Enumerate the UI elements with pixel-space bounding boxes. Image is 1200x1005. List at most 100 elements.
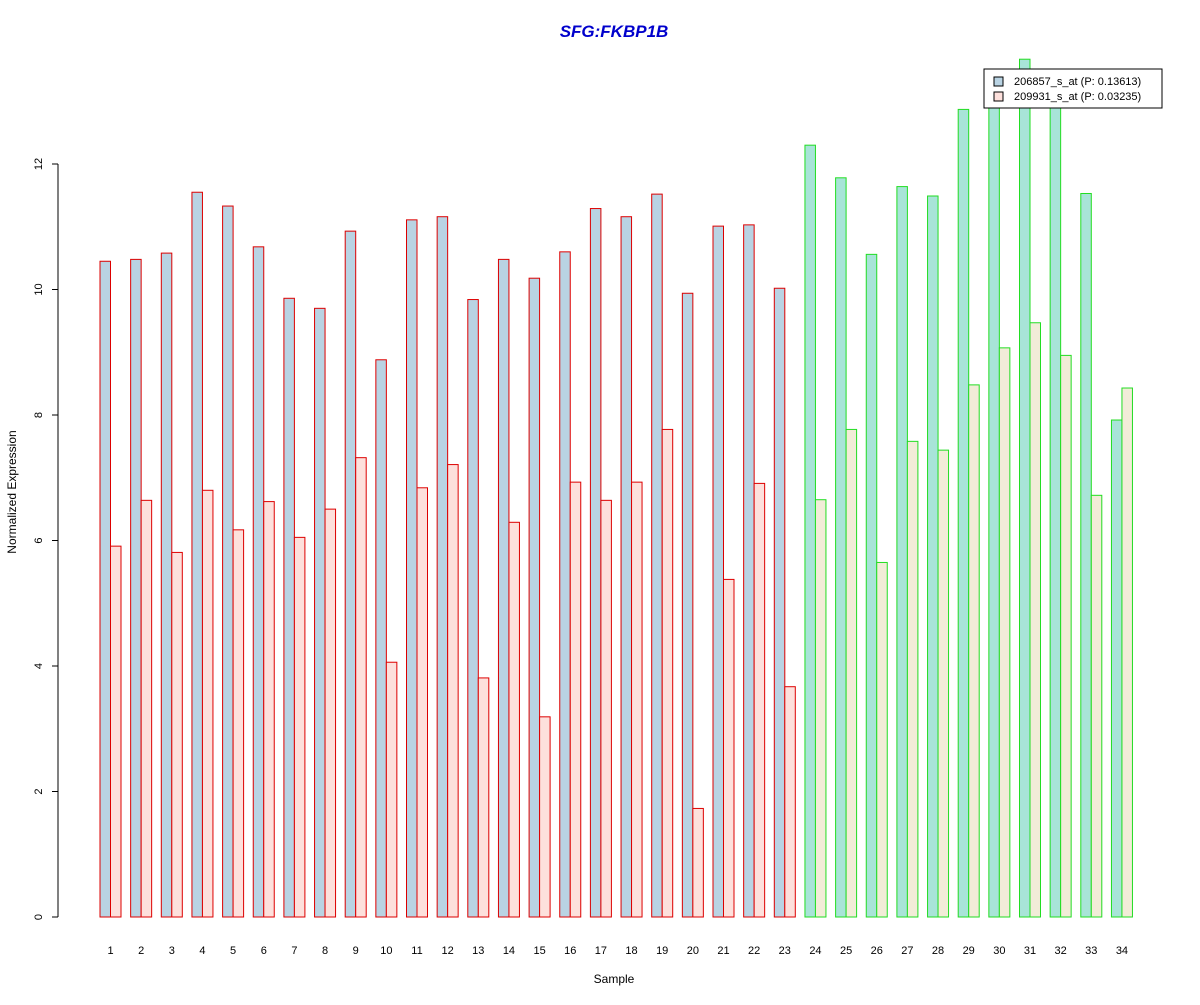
legend-box bbox=[983, 68, 1163, 109]
bar-series-2 bbox=[539, 716, 551, 918]
x-tick-label: 29 bbox=[963, 945, 975, 957]
x-tick-label: 13 bbox=[472, 945, 484, 957]
x-tick-label: 2 bbox=[138, 945, 144, 957]
bar-series-1 bbox=[804, 144, 816, 918]
bar-series-2 bbox=[110, 545, 122, 918]
legend: 206857_s_at (P: 0.13613) 209931_s_at (P:… bbox=[983, 68, 1163, 109]
bar-series-1 bbox=[1019, 58, 1031, 918]
bar-series-1 bbox=[160, 252, 173, 918]
x-tick-label: 34 bbox=[1116, 945, 1128, 957]
bar-series-1 bbox=[222, 205, 234, 918]
x-tick-label: 10 bbox=[380, 945, 392, 957]
bar-series-2 bbox=[355, 457, 367, 918]
chart-title: SFG:FKBP1B bbox=[560, 22, 669, 41]
x-tick-label: 11 bbox=[411, 945, 422, 957]
bar-series-2 bbox=[906, 440, 919, 918]
bar-series-2 bbox=[814, 499, 827, 918]
bar-series-1 bbox=[314, 307, 326, 918]
x-tick-label: 22 bbox=[748, 945, 760, 957]
y-axis: 0 2 4 6 8 10 12 bbox=[33, 158, 59, 920]
bar-series-2 bbox=[201, 489, 214, 918]
y-tick-label: 8 bbox=[33, 412, 45, 418]
x-tick-label: 30 bbox=[993, 945, 1005, 957]
bar-series-2 bbox=[569, 481, 582, 918]
x-tick-label: 16 bbox=[564, 945, 576, 957]
legend-swatch-series-2 bbox=[993, 91, 1004, 102]
x-tick-label: 1 bbox=[107, 945, 113, 957]
x-tick-label: 25 bbox=[840, 945, 852, 957]
bar-series-2 bbox=[661, 428, 674, 918]
bar-series-1 bbox=[773, 287, 786, 918]
bar-series-1 bbox=[988, 85, 1000, 918]
x-tick-label: 4 bbox=[199, 945, 205, 957]
bar-series-2 bbox=[937, 449, 950, 918]
bar-series-1 bbox=[651, 193, 663, 918]
bar-series-2 bbox=[293, 536, 306, 918]
bar-series-1 bbox=[927, 195, 939, 918]
bar-series-1 bbox=[1049, 75, 1062, 918]
x-tick-label: 31 bbox=[1024, 945, 1036, 957]
y-tick-label: 0 bbox=[33, 914, 45, 920]
bar-series-1 bbox=[712, 225, 724, 918]
bar-series-2 bbox=[600, 499, 612, 918]
bar-series-2 bbox=[508, 521, 520, 918]
x-tick-label: 32 bbox=[1055, 945, 1067, 957]
bar-series-1 bbox=[130, 258, 142, 918]
x-tick-labels: 1 2 3 4 5 6 7 8 9 10 11 12 13 14 15 16 17 18 19 20 21 22 23 24 2… bbox=[107, 945, 1128, 957]
x-tick-label: 23 bbox=[779, 945, 791, 957]
bar-series-2 bbox=[1060, 354, 1072, 918]
bar-series-2 bbox=[324, 508, 337, 918]
bar-series-1 bbox=[957, 108, 970, 918]
x-tick-label: 33 bbox=[1085, 945, 1097, 957]
bar-series-2 bbox=[723, 578, 735, 918]
bar-series-1 bbox=[252, 246, 265, 918]
bar-series-2 bbox=[784, 686, 796, 918]
x-tick-label: 12 bbox=[442, 945, 454, 957]
bar-series-2 bbox=[876, 561, 888, 918]
bar-series-2 bbox=[692, 807, 704, 918]
x-tick-label: 28 bbox=[932, 945, 944, 957]
bar-series-2 bbox=[998, 347, 1011, 918]
legend-label-series-1: 206857_s_at (P: 0.13613) bbox=[1014, 76, 1141, 88]
bar-series-1 bbox=[467, 299, 479, 918]
bar-series-1 bbox=[620, 216, 633, 918]
x-tick-label: 3 bbox=[169, 945, 175, 957]
bar-series-2 bbox=[385, 661, 398, 918]
bar-series-1 bbox=[896, 186, 908, 918]
x-tick-label: 17 bbox=[595, 945, 607, 957]
bar-series-1 bbox=[191, 191, 203, 918]
legend-label-series-2: 209931_s_at (P: 0.03235) bbox=[1014, 91, 1141, 103]
bar-series-2 bbox=[753, 482, 766, 918]
y-tick-label: 4 bbox=[33, 663, 45, 669]
bar-series-2 bbox=[1121, 387, 1133, 918]
bar-series-2 bbox=[631, 481, 643, 918]
x-tick-label: 9 bbox=[353, 945, 359, 957]
bar-series-2 bbox=[1090, 494, 1103, 918]
y-tick-label: 2 bbox=[33, 788, 45, 794]
bar-series-2 bbox=[171, 551, 183, 918]
bar-series-1 bbox=[589, 208, 602, 918]
bar-series-2 bbox=[263, 501, 275, 918]
bar-series-2 bbox=[447, 464, 459, 918]
bar-series-1 bbox=[681, 292, 694, 918]
x-tick-label: 19 bbox=[656, 945, 668, 957]
y-tick-label: 12 bbox=[33, 158, 45, 170]
bar-series-2 bbox=[416, 487, 428, 918]
bar-series-2 bbox=[968, 384, 980, 918]
x-tick-label: 6 bbox=[261, 945, 267, 957]
bar-series-1 bbox=[344, 230, 357, 918]
bar-series-1 bbox=[99, 260, 111, 918]
x-tick-label: 15 bbox=[533, 945, 545, 957]
x-axis-label: Sample bbox=[594, 972, 635, 986]
bar-series-1 bbox=[835, 177, 847, 918]
bar-series-2 bbox=[140, 499, 153, 918]
bar-series-1 bbox=[528, 277, 541, 918]
bar-series-1 bbox=[283, 297, 295, 918]
y-axis-label: Normalized Expression bbox=[5, 430, 19, 553]
x-tick-label: 26 bbox=[871, 945, 883, 957]
bars-group bbox=[99, 58, 1133, 918]
bar-series-2 bbox=[232, 529, 245, 918]
y-tick-label: 10 bbox=[33, 283, 45, 295]
